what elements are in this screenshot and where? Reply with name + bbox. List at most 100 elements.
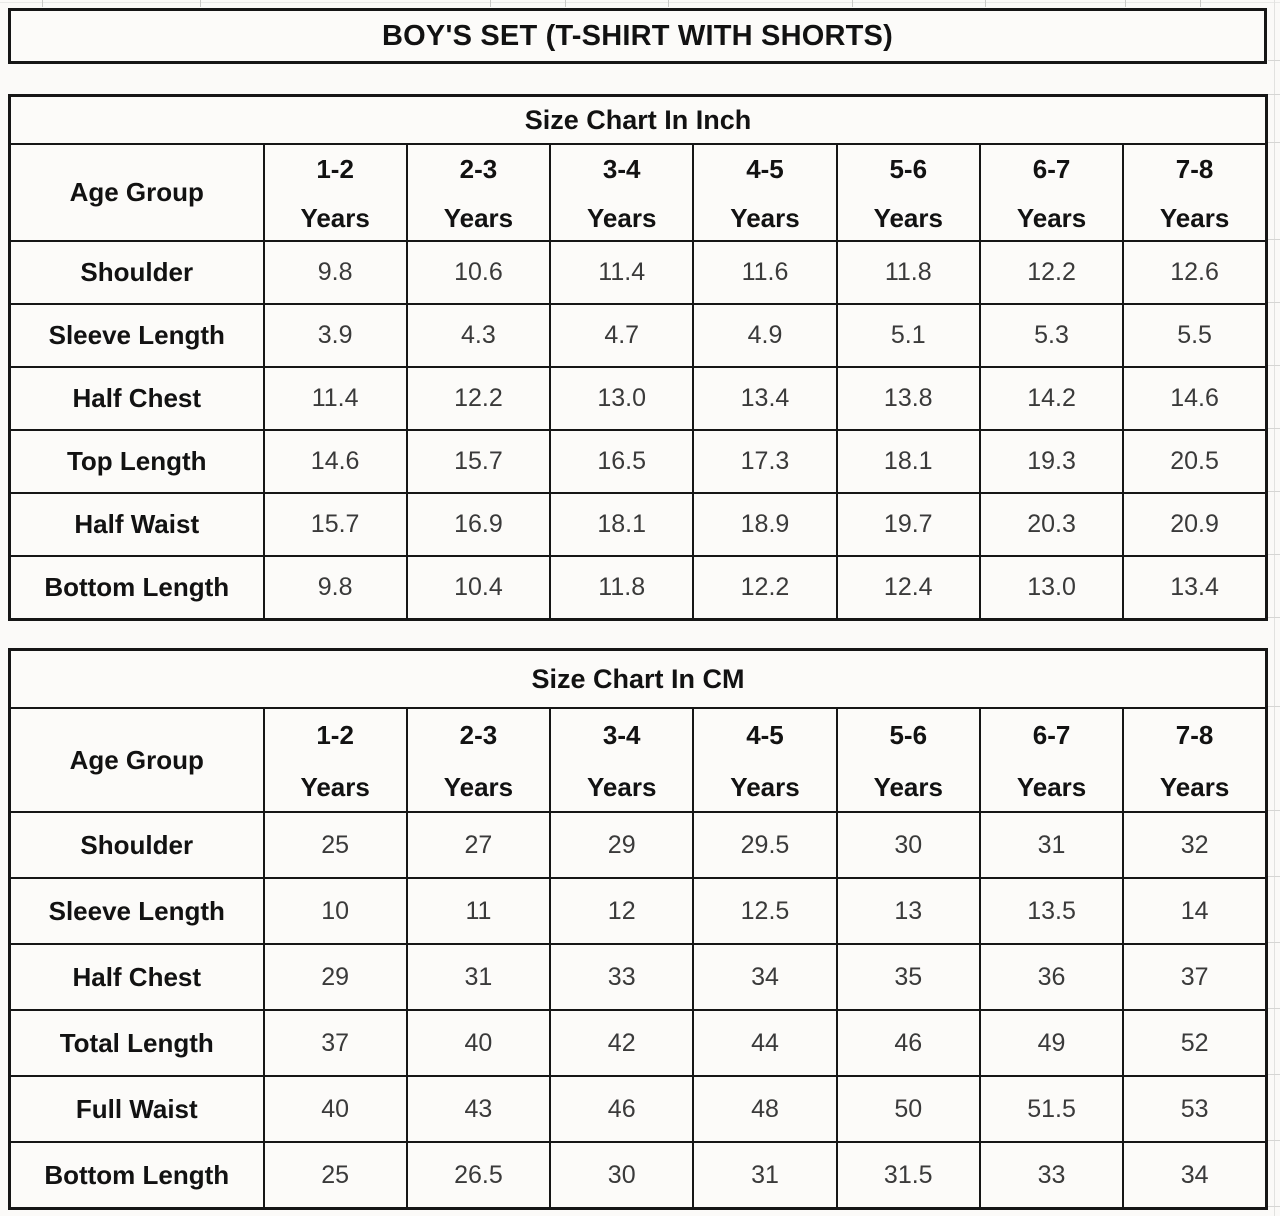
table-row-shoulder: Shoulder 9.8 10.6 11.4 11.6 11.8 12.2 12… <box>8 240 1268 305</box>
value-cell: 10 <box>262 877 408 945</box>
column-header-5-6-years: 5-6 Years <box>835 707 981 813</box>
row-label: Sleeve Length <box>8 877 265 945</box>
value-cell: 34 <box>692 943 838 1011</box>
value-cell: 10.4 <box>405 555 552 621</box>
years-label: Years <box>730 772 800 802</box>
row-label: Bottom Length <box>8 1141 265 1210</box>
value-cell: 12.5 <box>692 877 838 945</box>
years-label: Years <box>443 772 514 802</box>
column-header-7-8-years: 7-8 Years <box>1122 143 1268 242</box>
table-title: Size Chart In CM <box>8 648 1268 709</box>
age-range: 1-2 <box>316 720 354 750</box>
value-cell: 31 <box>405 943 552 1011</box>
value-cell: 4.7 <box>549 303 695 368</box>
value-cell: 18.1 <box>835 429 981 494</box>
table-row-half-chest: Half Chest 29 31 33 34 35 36 37 <box>8 943 1268 1011</box>
value-cell: 51.5 <box>978 1075 1125 1143</box>
value-cell: 30 <box>549 1141 695 1210</box>
value-cell: 11.6 <box>692 240 838 305</box>
row-label: Half Waist <box>8 492 265 557</box>
value-cell: 13.4 <box>692 366 838 431</box>
value-cell: 5.1 <box>835 303 981 368</box>
value-cell: 43 <box>405 1075 552 1143</box>
table-caption-row: Size Chart In CM <box>8 648 1268 709</box>
table-row-bottom-length: Bottom Length 9.8 10.4 11.8 12.2 12.4 13… <box>8 555 1268 621</box>
size-chart-cm-table: Size Chart In CM Age Group 1-2 Years 2-3 Y… <box>8 648 1268 1210</box>
value-cell: 12.4 <box>835 555 981 621</box>
value-cell: 16.5 <box>549 429 695 494</box>
value-cell: 4.9 <box>692 303 838 368</box>
years-label: Years <box>1159 772 1230 802</box>
years-label: Years <box>1016 203 1087 233</box>
value-cell: 20.5 <box>1122 429 1268 494</box>
value-cell: 50 <box>835 1075 981 1143</box>
value-cell: 13.0 <box>549 366 695 431</box>
table-row-sleeve-length: Sleeve Length 10 11 12 12.5 13 13.5 14 <box>8 877 1268 945</box>
row-label: Top Length <box>8 429 265 494</box>
value-cell: 37 <box>262 1009 408 1077</box>
column-header-1-2-years: 1-2 Years <box>262 143 408 242</box>
value-cell: 37 <box>1122 943 1268 1011</box>
value-cell: 19.7 <box>835 492 981 557</box>
value-cell: 3.9 <box>262 303 408 368</box>
value-cell: 15.7 <box>262 492 408 557</box>
value-cell: 52 <box>1122 1009 1268 1077</box>
row-label: Shoulder <box>8 240 265 305</box>
years-label: Years <box>300 772 370 802</box>
years-label: Years <box>1016 772 1087 802</box>
years-label: Years <box>587 203 657 233</box>
value-cell: 40 <box>262 1075 408 1143</box>
value-cell: 11 <box>405 877 552 945</box>
age-range: 7-8 <box>1175 154 1214 184</box>
value-cell: 49 <box>978 1009 1125 1077</box>
value-cell: 35 <box>835 943 981 1011</box>
value-cell: 13.4 <box>1122 555 1268 621</box>
row-label: Full Waist <box>8 1075 265 1143</box>
column-header-4-5-years: 4-5 Years <box>692 143 838 242</box>
value-cell: 14.6 <box>262 429 408 494</box>
value-cell: 14 <box>1122 877 1268 945</box>
table-row-sleeve-length: Sleeve Length 3.9 4.3 4.7 4.9 5.1 5.3 5.… <box>8 303 1268 368</box>
row-label: Bottom Length <box>8 555 265 621</box>
value-cell: 18.1 <box>549 492 695 557</box>
age-range: 3-4 <box>602 154 641 184</box>
value-cell: 12.6 <box>1122 240 1268 305</box>
value-cell: 32 <box>1122 811 1268 879</box>
age-range: 7-8 <box>1175 720 1214 750</box>
column-header-3-4-years: 3-4 Years <box>549 707 695 813</box>
value-cell: 31 <box>978 811 1125 879</box>
row-label: Half Chest <box>8 366 265 431</box>
value-cell: 29 <box>262 943 408 1011</box>
table-title: Size Chart In Inch <box>8 94 1268 145</box>
age-range: 1-2 <box>316 154 354 184</box>
row-label: Sleeve Length <box>8 303 265 368</box>
years-label: Years <box>300 203 370 233</box>
column-header-age-group: Age Group <box>8 707 265 813</box>
header-row: Age Group 1-2 Years 2-3 Years 3-4 Years 4-5… <box>8 707 1268 813</box>
column-header-2-3-years: 2-3 Years <box>405 707 552 813</box>
value-cell: 31 <box>692 1141 838 1210</box>
main-title-box: BOY'S SET (T-SHIRT WITH SHORTS) <box>8 8 1267 64</box>
value-cell: 29.5 <box>692 811 838 879</box>
value-cell: 46 <box>549 1075 695 1143</box>
value-cell: 34 <box>1122 1141 1268 1210</box>
value-cell: 11.8 <box>549 555 695 621</box>
value-cell: 20.9 <box>1122 492 1268 557</box>
value-cell: 48 <box>692 1075 838 1143</box>
table-row-full-waist: Full Waist 40 43 46 48 50 51.5 53 <box>8 1075 1268 1143</box>
value-cell: 36 <box>978 943 1125 1011</box>
value-cell: 13.0 <box>978 555 1125 621</box>
value-cell: 44 <box>692 1009 838 1077</box>
column-header-3-4-years: 3-4 Years <box>549 143 695 242</box>
size-chart-inch-table: Size Chart In Inch Age Group 1-2 Years 2-… <box>8 94 1268 621</box>
column-header-2-3-years: 2-3 Years <box>405 143 552 242</box>
value-cell: 53 <box>1122 1075 1268 1143</box>
value-cell: 13.8 <box>835 366 981 431</box>
table-row-half-waist: Half Waist 15.7 16.9 18.1 18.9 19.7 20.3… <box>8 492 1268 557</box>
value-cell: 12 <box>549 877 695 945</box>
value-cell: 26.5 <box>405 1141 552 1210</box>
value-cell: 12.2 <box>692 555 838 621</box>
header-row: Age Group 1-2 Years 2-3 Years 3-4 Years 4-5… <box>8 143 1268 242</box>
table-row-bottom-length: Bottom Length 25 26.5 30 31 31.5 33 34 <box>8 1141 1268 1210</box>
